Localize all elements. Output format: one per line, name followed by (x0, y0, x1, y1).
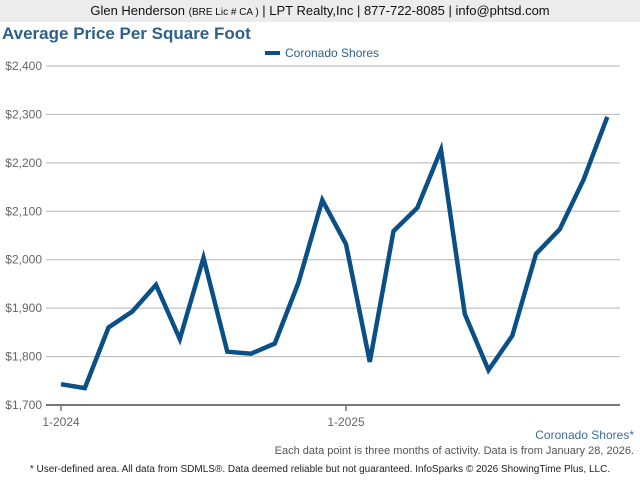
x-tick-label: 1-2025 (327, 415, 365, 429)
y-tick-label: $2,200 (5, 156, 42, 170)
data-note: Each data point is three months of activ… (274, 445, 634, 457)
line-chart: $1,700 $1,800 $1,900 $2,000 $2,100 $2,200 $2,3… (0, 40, 640, 440)
series-line[interactable] (60, 116, 610, 391)
agent-contact: | LPT Realty,Inc | 877-722-8085 | info@p… (262, 3, 550, 18)
area-label[interactable]: Coronado Shores* (535, 428, 634, 442)
agent-name: Glen Henderson (90, 3, 186, 18)
chart-legend: Coronado Shores (265, 46, 379, 60)
footer-disclaimer: * User-defined area. All data from SDMLS… (29, 464, 611, 475)
y-tick-label: $2,400 (5, 59, 42, 73)
license-info: (BRE Lic # CA ) (188, 7, 259, 18)
y-tick-label: $2,300 (5, 107, 42, 121)
legend-swatch-icon (265, 51, 280, 55)
y-tick-label: $1,700 (5, 398, 42, 412)
y-tick-label: $1,900 (5, 301, 42, 315)
legend-label: Coronado Shores (285, 46, 380, 60)
chart-title: Average Price Per Square Foot (2, 24, 251, 43)
x-tick-label: 1-2024 (42, 415, 80, 429)
agent-header: Glen Henderson (BRE Lic # CA ) | LPT Rea… (0, 0, 640, 22)
chart-svg: $1,700 $1,800 $1,900 $2,000 $2,100 $2,200 $2,3… (5, 59, 620, 429)
y-tick-label: $2,000 (5, 253, 42, 267)
y-tick-label: $2,100 (5, 204, 42, 218)
y-tick-label: $1,800 (5, 350, 42, 364)
